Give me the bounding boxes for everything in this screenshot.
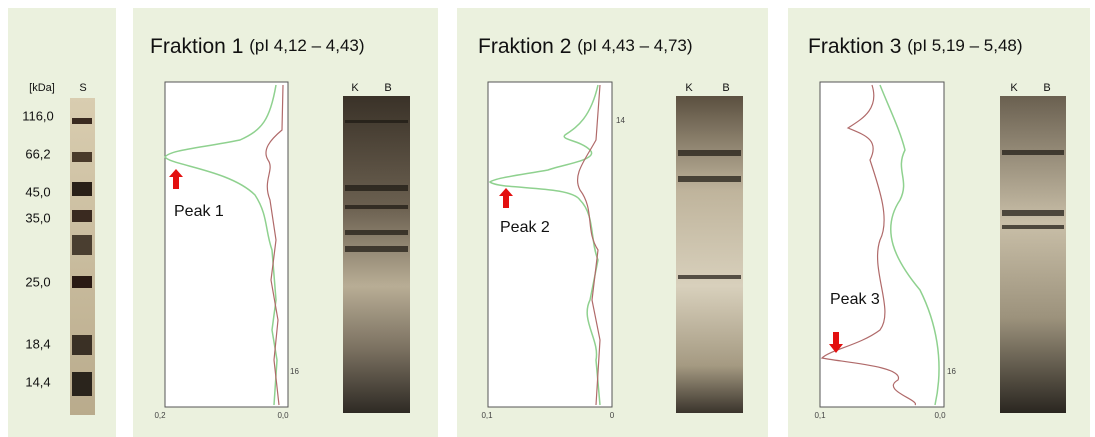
- title-text: Fraktion 1: [150, 35, 243, 58]
- gel-image: [1000, 96, 1066, 413]
- pi-range: (pI 4,43 – 4,73): [577, 36, 692, 55]
- axis-label: 0,1: [481, 411, 493, 420]
- pi-range: (pI 5,19 – 5,48): [907, 36, 1022, 55]
- peak-label: Peak 1: [174, 203, 224, 220]
- axis-label: 0,1: [814, 411, 826, 420]
- axis-label: 0,0: [934, 411, 946, 420]
- lane-label: S: [79, 82, 86, 94]
- trace-box: [164, 81, 289, 408]
- lane-label: K: [685, 82, 693, 94]
- trace-box: [487, 81, 613, 408]
- trace-green: [879, 84, 940, 406]
- title-text: Fraktion 2: [478, 35, 571, 58]
- panel-title: Fraktion 1 (pI 4,12 – 4,43): [150, 35, 365, 58]
- gel-image: [343, 96, 410, 413]
- lane-label: B: [384, 82, 391, 94]
- marker-label: 35,0: [25, 210, 50, 225]
- panel-title: Fraktion 2 (pI 4,43 – 4,73): [478, 35, 693, 58]
- pi-range: (pI 4,12 – 4,43): [249, 36, 364, 55]
- marker-label: 116,0: [22, 108, 54, 123]
- peak-label: Peak 2: [500, 219, 550, 236]
- axis-label: 0,2: [154, 411, 166, 420]
- marker-label: 66,2: [25, 146, 50, 161]
- peak-label: Peak 3: [830, 291, 880, 308]
- gel-image: [676, 96, 743, 413]
- lane-label: K: [1010, 82, 1018, 94]
- marker-label: 45,0: [25, 184, 50, 199]
- marker-label: 18,4: [25, 336, 50, 351]
- fraction-panel: Fraktion 1 (pI 4,12 – 4,43) 0,2 0,0 16 P…: [150, 35, 410, 420]
- trace-green: [488, 84, 601, 406]
- fraction-panel: Fraktion 2 (pI 4,43 – 4,73) 0,1 0 14 Pea…: [478, 35, 743, 420]
- lane-label: B: [1043, 82, 1050, 94]
- axis-label: 0: [610, 411, 615, 420]
- arrow-down: [829, 332, 843, 353]
- lane-label: B: [722, 82, 729, 94]
- tick-label: 16: [290, 367, 299, 376]
- tick-label: 14: [616, 116, 625, 125]
- marker-labels: 116,0 66,2 45,0 35,0 25,0 18,4 14,4: [22, 108, 54, 389]
- unit-label: [kDa]: [29, 82, 55, 94]
- marker-label: 14,4: [25, 374, 50, 389]
- fraction-panel: Fraktion 3 (pI 5,19 – 5,48) 0,1 0,0 16 P…: [808, 35, 1066, 420]
- gel-strip: [70, 98, 95, 415]
- title-text: Fraktion 3: [808, 35, 901, 58]
- panel-title: Fraktion 3 (pI 5,19 – 5,48): [808, 35, 1023, 58]
- trace-red: [820, 84, 916, 406]
- trace-red: [265, 84, 284, 406]
- trace-green: [164, 84, 278, 406]
- axis-label: 0,0: [277, 411, 289, 420]
- trace-red: [576, 84, 601, 406]
- tick-label: 16: [947, 367, 956, 376]
- marker-gel: [70, 98, 95, 415]
- panel-bg: [8, 8, 116, 437]
- arrow-up: [499, 188, 513, 208]
- lane-label: K: [351, 82, 359, 94]
- arrow-up: [169, 169, 183, 189]
- trace-box: [819, 81, 945, 408]
- marker-label: 25,0: [25, 274, 50, 289]
